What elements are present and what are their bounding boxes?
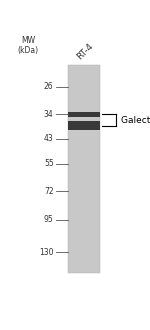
Text: MW
(kDa): MW (kDa): [18, 36, 39, 55]
Bar: [68, 121, 100, 130]
Text: RT-4: RT-4: [75, 42, 95, 62]
Text: Galectin 8: Galectin 8: [121, 115, 150, 125]
Bar: [68, 112, 100, 117]
Text: 72: 72: [44, 187, 54, 196]
Text: 26: 26: [44, 82, 54, 91]
Text: 43: 43: [44, 134, 54, 143]
Text: 55: 55: [44, 159, 54, 168]
Text: 130: 130: [39, 248, 54, 256]
Text: 34: 34: [44, 110, 54, 119]
Text: 95: 95: [44, 215, 54, 224]
Bar: [68, 65, 100, 273]
